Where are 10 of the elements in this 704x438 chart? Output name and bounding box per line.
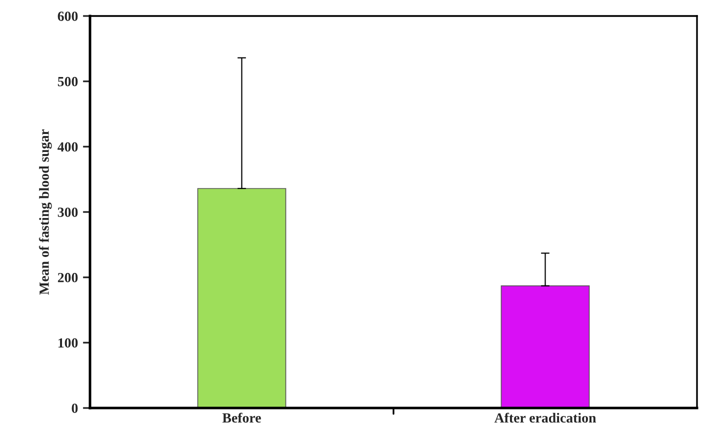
x-tick-label: Before bbox=[222, 412, 261, 423]
y-tick-label: 0 bbox=[72, 404, 78, 413]
x-tick-label: After eradication bbox=[494, 412, 596, 423]
y-tick-label: 100 bbox=[58, 338, 78, 348]
y-tick-label: 400 bbox=[58, 142, 78, 152]
y-tick-label: 200 bbox=[58, 272, 78, 282]
y-tick-label: 600 bbox=[58, 12, 78, 21]
y-tick-label: 500 bbox=[58, 76, 78, 86]
y-axis-title: Mean of fasting blood sugar bbox=[38, 129, 52, 295]
y-tick-label: 300 bbox=[58, 208, 78, 217]
